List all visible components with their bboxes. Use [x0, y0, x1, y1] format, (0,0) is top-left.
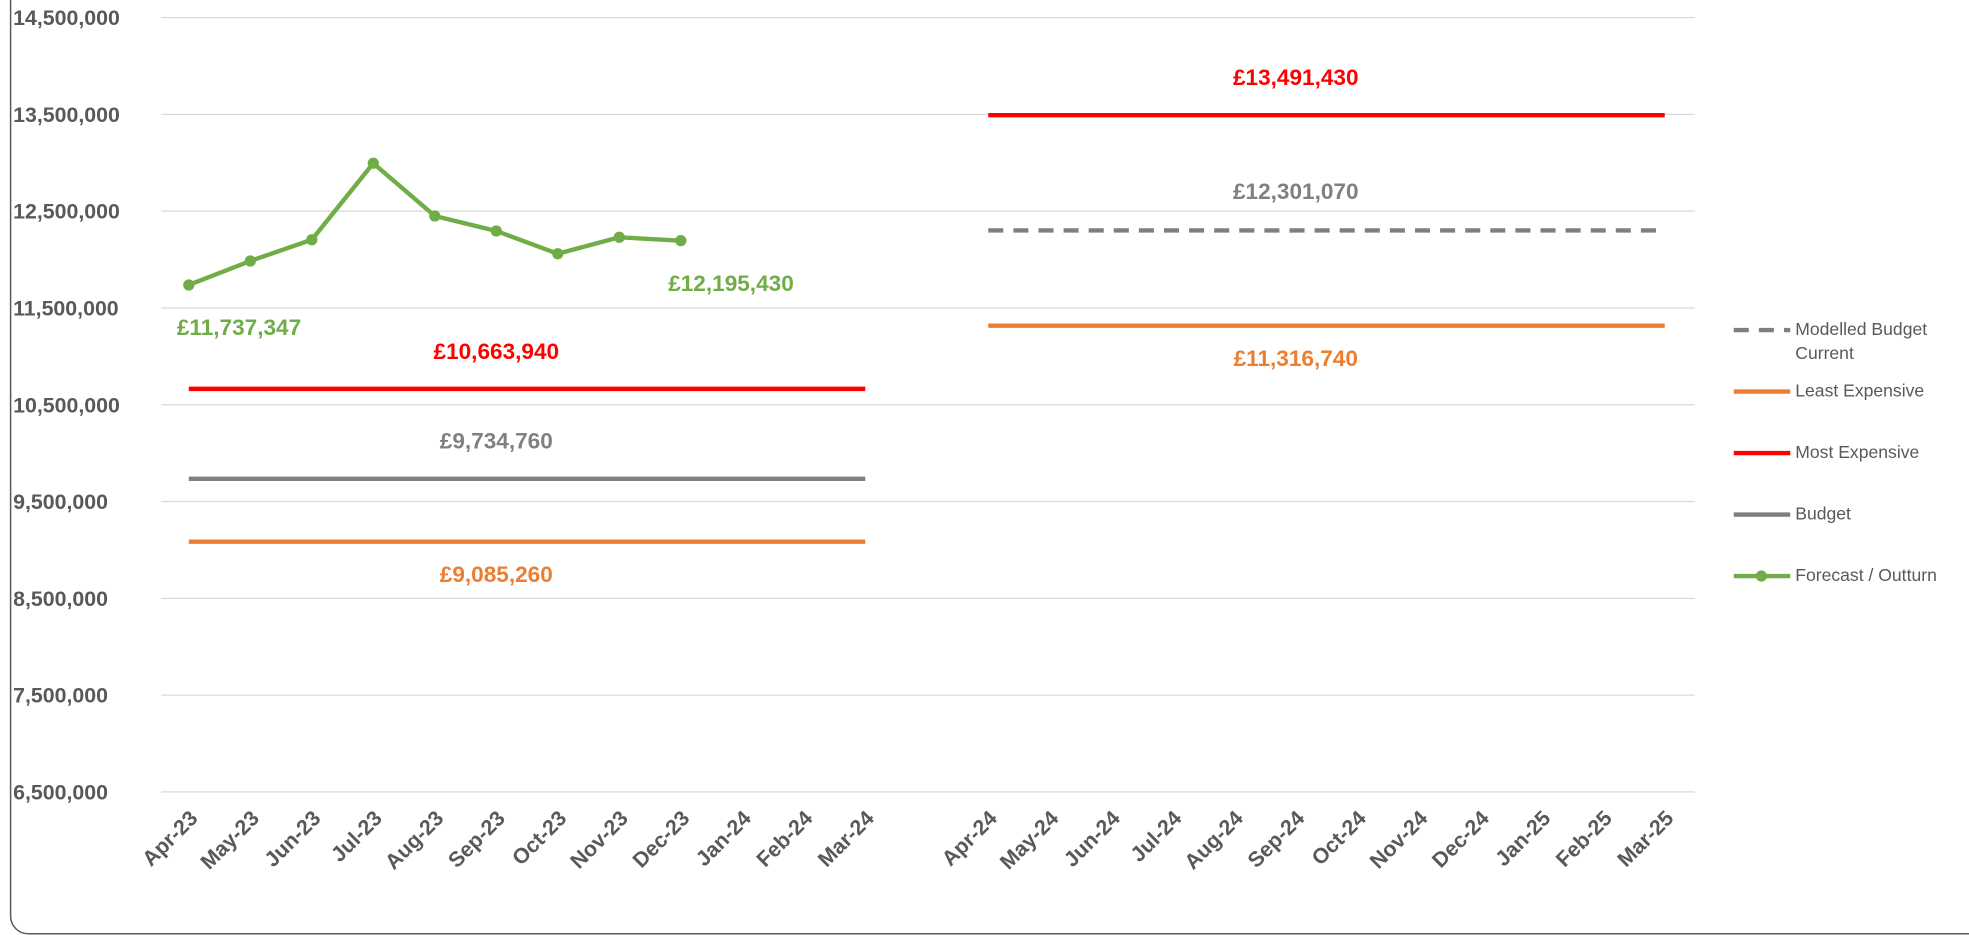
x-tick-label: Nov-23 — [566, 806, 633, 873]
y-tick-label: 13,500,000 — [13, 103, 120, 127]
x-tick-label: Dec-23 — [628, 806, 695, 873]
x-tick-label: Oct-23 — [507, 806, 571, 870]
legend-label: Modelled Budget Current — [1795, 318, 1928, 363]
legend-item: Modelled Budget Current — [1795, 318, 1928, 363]
x-tick-label: Jun-24 — [1059, 806, 1125, 872]
x-tick-label: Apr-24 — [937, 806, 1002, 871]
y-tick-label: 6,500,000 — [13, 780, 108, 804]
frame — [9, 0, 1969, 935]
x-tick-label: Aug-23 — [380, 806, 448, 874]
x-tick-label: May-24 — [995, 806, 1063, 874]
legend-label: Forecast / Outturn — [1795, 564, 1937, 585]
data-point — [183, 279, 195, 291]
data-label: £11,737,347 — [177, 315, 301, 340]
legend-label: Least Expensive — [1795, 380, 1925, 401]
data-label: £10,663,940 — [434, 339, 560, 364]
data-point — [552, 248, 564, 260]
x-tick-label: Nov-24 — [1365, 806, 1432, 873]
x-tick-label: Aug-24 — [1180, 806, 1248, 874]
data-point — [306, 234, 318, 246]
legend-item: Forecast / Outturn — [1795, 564, 1937, 585]
data-label: £13,491,430 — [1233, 65, 1359, 90]
x-tick-label: Oct-24 — [1307, 806, 1371, 870]
data-point — [613, 231, 625, 243]
data-point — [429, 210, 441, 222]
y-tick-label: 11,500,000 — [13, 296, 119, 320]
x-tick-label: Apr-23 — [138, 806, 203, 871]
y-tick-label: 9,500,000 — [13, 490, 108, 514]
legend-label: Most Expensive — [1795, 441, 1920, 462]
data-label: £11,316,740 — [1234, 346, 1358, 371]
x-tick-label: Jul-23 — [326, 806, 387, 867]
label-background — [1225, 178, 1367, 210]
legend-item: Budget — [1795, 503, 1851, 524]
y-tick-label: 10,500,000 — [13, 393, 120, 417]
x-tick-label: Mar-25 — [1613, 806, 1679, 872]
data-point — [367, 157, 379, 169]
x-tick-label: Feb-24 — [752, 806, 818, 872]
legend-item: Least Expensive — [1795, 380, 1925, 401]
legend-item: Most Expensive — [1795, 441, 1920, 462]
x-tick-label: Sep-23 — [443, 806, 510, 873]
y-tick-label: 14,500,000 — [13, 6, 120, 30]
y-tick-label: 7,500,000 — [13, 684, 108, 708]
y-tick-label: 8,500,000 — [13, 587, 108, 611]
data-label: £12,301,070 — [1233, 179, 1359, 204]
series-line — [188, 161, 681, 288]
x-tick-label: Mar-24 — [813, 806, 879, 872]
x-tick-label: Sep-24 — [1243, 806, 1310, 873]
legend-label: Budget — [1795, 503, 1851, 524]
y-tick-label: 12,500,000 — [13, 200, 120, 224]
data-label: £12,195,430 — [668, 271, 794, 296]
x-tick-label: Jul-24 — [1126, 806, 1187, 867]
legend-marker — [1755, 570, 1768, 582]
data-point — [244, 255, 256, 267]
data-label: £9,734,760 — [440, 429, 553, 454]
data-point — [490, 225, 502, 237]
data-label: £9,085,260 — [440, 562, 553, 587]
data-point — [675, 234, 687, 247]
x-tick-label: Jan-25 — [1491, 806, 1556, 871]
x-tick-label: Jan-24 — [691, 806, 756, 871]
x-tick-label: Dec-24 — [1427, 806, 1494, 873]
x-tick-label: Feb-25 — [1551, 806, 1617, 872]
x-tick-label: May-23 — [196, 806, 264, 874]
x-tick-label: Jun-23 — [260, 806, 326, 872]
